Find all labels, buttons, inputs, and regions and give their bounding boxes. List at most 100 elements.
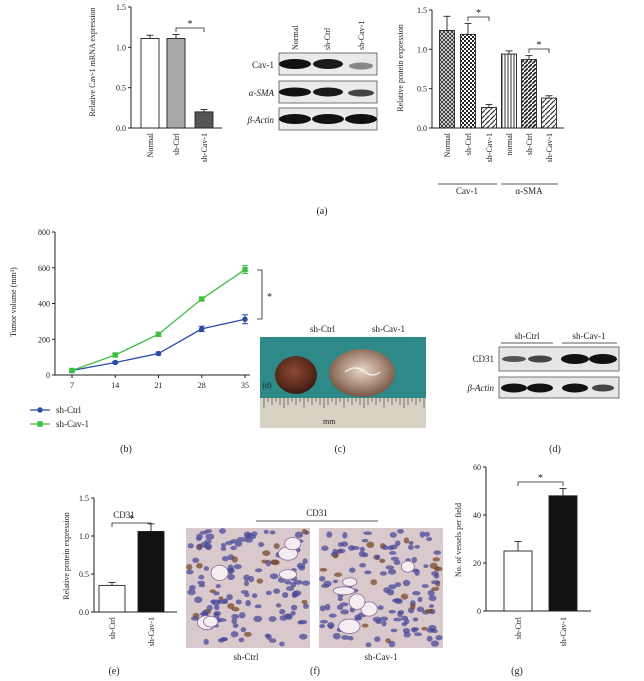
ihc-nucleus <box>201 610 209 617</box>
ihc-nucleus <box>275 603 282 608</box>
ihc-nucleus <box>416 606 425 613</box>
data-point <box>69 367 75 374</box>
bar <box>194 111 214 129</box>
bar <box>439 30 455 129</box>
ihc-nucleus <box>366 541 375 548</box>
ihc-nucleus <box>256 578 264 584</box>
ihc-label-ctrl: sh-Ctrl <box>233 652 259 662</box>
ihc-nucleus <box>234 541 243 547</box>
legend-marker <box>37 421 43 427</box>
y-tick-label: 40 <box>473 511 481 520</box>
y-tick-label: 400 <box>38 300 50 309</box>
ihc-nucleus <box>298 619 308 625</box>
ihc-nucleus <box>410 603 416 610</box>
blot-band <box>312 114 344 124</box>
ihc-nucleus <box>219 599 227 605</box>
ihc-nucleus <box>253 615 263 623</box>
ihc-nucleus <box>319 605 326 612</box>
ihc-nucleus <box>226 594 233 601</box>
ihc-nucleus <box>432 557 441 562</box>
ihc-nucleus <box>370 579 378 586</box>
ihc-nucleus <box>328 624 334 630</box>
ihc-nucleus <box>231 556 238 563</box>
ihc-nucleus <box>220 543 227 548</box>
ihc-nucleus <box>230 631 239 638</box>
blot-band <box>313 59 343 69</box>
ihc-nucleus <box>411 627 418 633</box>
ihc-nucleus <box>221 556 229 562</box>
ihc-nucleus <box>400 593 409 600</box>
x-tick-label: sh-Cav-1 <box>559 617 568 646</box>
ihc-nucleus <box>403 537 410 544</box>
ihc-nucleus <box>269 530 276 535</box>
ihc-nucleus <box>269 573 279 580</box>
ihc-lumen <box>342 577 358 587</box>
x-tick-label: 7 <box>70 381 74 390</box>
ihc-nucleus <box>254 568 263 573</box>
y-tick-label: 0 <box>477 607 481 616</box>
ihc-nucleus <box>270 559 280 565</box>
x-tick-label: 21 <box>155 381 163 390</box>
ihc-nucleus <box>359 546 366 552</box>
ihc-nucleus <box>393 559 401 565</box>
ihc-nucleus <box>238 637 245 643</box>
ihc-nucleus <box>301 599 308 605</box>
bar <box>541 97 557 129</box>
ihc-nucleus <box>433 573 440 579</box>
data-point <box>155 350 162 357</box>
chart-e: CD31 0.0 0.5 1.0 1.5 Relative protein express… <box>62 494 177 646</box>
panel-label-a: (a) <box>316 206 327 217</box>
ihc-nucleus <box>340 609 349 615</box>
tumor-sh-ctrl <box>275 356 317 394</box>
ihc-nucleus <box>407 544 414 550</box>
ihc-nucleus <box>361 538 369 543</box>
chart-a2: 0.0 0.5 1.0 1.5 Relative protein expression N… <box>396 6 564 196</box>
ihc-nucleus <box>231 618 238 625</box>
ihc-nucleus <box>245 599 251 607</box>
photo-c-label-ctrl: sh-Ctrl <box>310 324 336 334</box>
x-tick-label: sh-Cav-1 <box>485 133 494 162</box>
bar <box>481 107 497 129</box>
panel-label-c: (c) <box>334 444 345 455</box>
y-tick-label: 1.5 <box>417 6 427 15</box>
blot-a-row-label: Cav-1 <box>252 60 274 70</box>
blot-band <box>279 114 311 124</box>
data-point <box>199 296 205 302</box>
ihc-nucleus <box>374 636 381 642</box>
ihc-nucleus <box>187 589 196 596</box>
significance-marker: * <box>188 19 193 30</box>
ihc-nucleus <box>254 604 262 609</box>
significance-bracket <box>528 48 550 53</box>
ihc-nucleus <box>326 531 333 538</box>
ihc-nucleus <box>361 623 369 628</box>
y-tick-label: 1.0 <box>79 532 89 541</box>
significance-bracket <box>175 27 205 32</box>
ihc-nucleus <box>332 632 341 640</box>
ihc-nucleus <box>203 566 210 571</box>
panel-label-f: (f) <box>310 666 320 677</box>
ihc-nucleus <box>227 573 235 581</box>
ihc-nucleus <box>291 591 299 598</box>
blot-band <box>592 384 614 392</box>
ihc-nucleus <box>199 530 208 535</box>
ihc-nucleus <box>216 599 223 604</box>
ihc-lumen <box>400 560 415 573</box>
ihc-nucleus <box>301 580 311 586</box>
significance-bracket <box>517 481 564 486</box>
ihc-nucleus <box>263 529 269 534</box>
ihc-nucleus <box>380 616 389 621</box>
blot-band <box>313 87 343 97</box>
panel-label-e: (e) <box>108 666 119 677</box>
ihc-nucleus <box>219 528 226 534</box>
bar <box>137 530 165 613</box>
ihc-nucleus <box>377 605 384 611</box>
ihc-nucleus <box>431 586 440 591</box>
ihc-nucleus <box>205 533 215 540</box>
ihc-nucleus <box>430 640 439 647</box>
legend-label: sh-Cav-1 <box>56 419 89 429</box>
ihc-nucleus <box>217 638 225 643</box>
ihc-nucleus <box>294 531 304 539</box>
y-tick-label: 1.0 <box>116 43 126 52</box>
ihc-nucleus <box>215 584 221 589</box>
panel-label-g: (g) <box>511 666 523 677</box>
